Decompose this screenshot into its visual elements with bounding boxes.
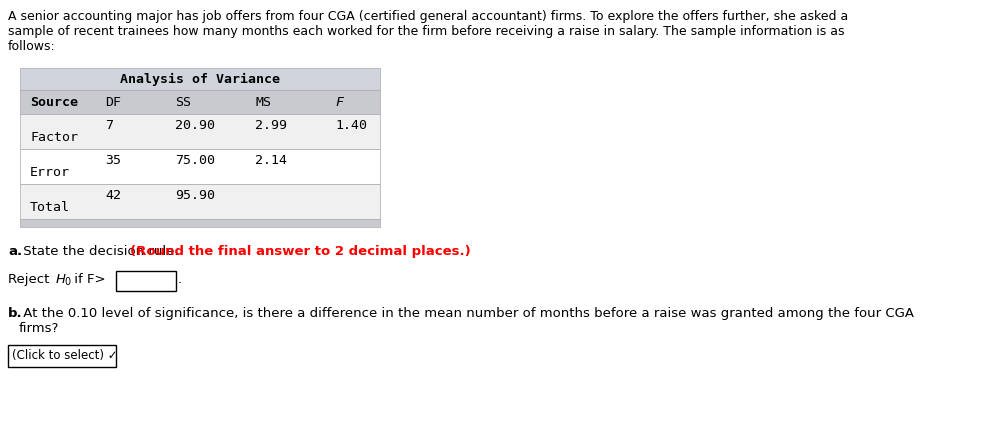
Text: DF: DF xyxy=(105,95,121,108)
Text: 20.90: 20.90 xyxy=(175,119,215,132)
Text: MS: MS xyxy=(255,95,271,108)
Bar xyxy=(20,149,380,184)
Text: 0: 0 xyxy=(64,277,70,287)
Text: Source: Source xyxy=(30,95,78,108)
Text: 1.40: 1.40 xyxy=(335,119,367,132)
Text: firms?: firms? xyxy=(19,322,59,335)
Bar xyxy=(20,114,380,149)
Text: 95.90: 95.90 xyxy=(175,189,215,202)
Text: Analysis of Variance: Analysis of Variance xyxy=(120,72,280,86)
Text: A senior accounting major has job offers from four CGA (certified general accoun: A senior accounting major has job offers… xyxy=(8,10,848,23)
Text: At the 0.10 level of significance, is there a difference in the mean number of m: At the 0.10 level of significance, is th… xyxy=(19,307,914,320)
Text: 2.99: 2.99 xyxy=(255,119,287,132)
Bar xyxy=(8,345,116,367)
Text: b.: b. xyxy=(8,307,23,320)
Text: (Click to select) ✓: (Click to select) ✓ xyxy=(12,350,118,362)
Text: State the decision rule.: State the decision rule. xyxy=(19,245,182,258)
Text: Reject: Reject xyxy=(8,273,54,286)
Text: 42: 42 xyxy=(105,189,121,202)
Text: (Round the final answer to 2 decimal places.): (Round the final answer to 2 decimal pla… xyxy=(130,245,471,258)
Text: a.: a. xyxy=(8,245,22,258)
Text: 2.14: 2.14 xyxy=(255,154,287,167)
Text: Factor: Factor xyxy=(30,131,78,144)
Text: 75.00: 75.00 xyxy=(175,154,215,167)
Text: H: H xyxy=(56,273,66,286)
Text: if F>: if F> xyxy=(70,273,106,286)
Text: sample of recent trainees how many months each worked for the firm before receiv: sample of recent trainees how many month… xyxy=(8,25,844,38)
Text: 7: 7 xyxy=(105,119,113,132)
Text: Error: Error xyxy=(30,166,70,179)
Text: SS: SS xyxy=(175,95,191,108)
Text: Total: Total xyxy=(30,201,70,214)
Text: F: F xyxy=(335,95,343,108)
Text: 35: 35 xyxy=(105,154,121,167)
Bar xyxy=(20,184,380,219)
Bar xyxy=(116,271,176,291)
Bar xyxy=(20,219,380,227)
Bar xyxy=(20,68,380,90)
Bar xyxy=(20,90,380,114)
Text: .: . xyxy=(178,273,182,286)
Text: follows:: follows: xyxy=(8,40,55,53)
